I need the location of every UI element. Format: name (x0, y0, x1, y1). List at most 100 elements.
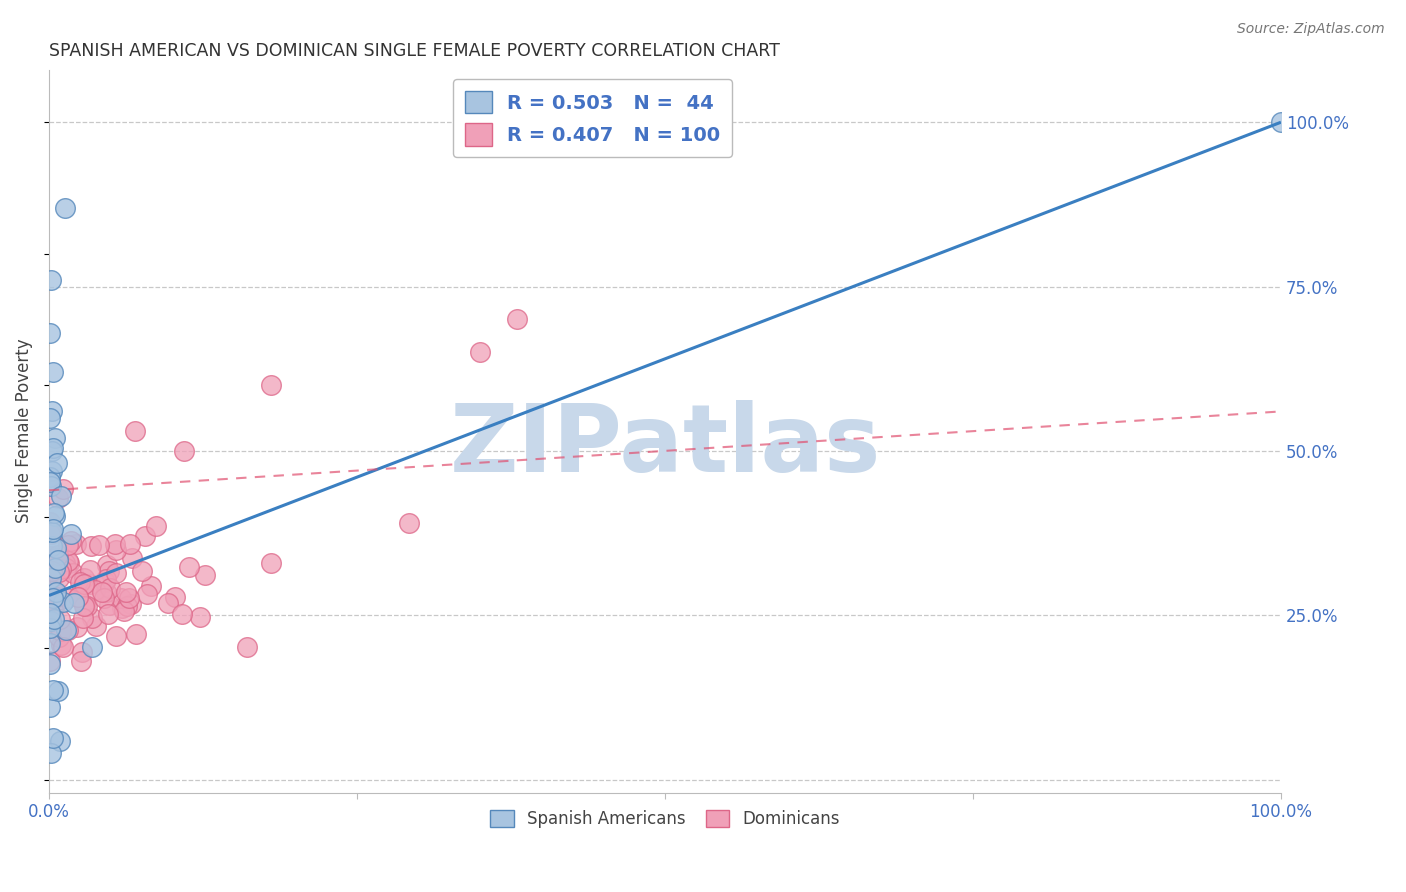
Point (115, 585, 138, 599)
Point (56, 623, 79, 637)
Point (73, 576, 96, 591)
Point (46, 548, 69, 562)
Point (93, 591, 115, 605)
Point (115, 599, 138, 614)
Point (39, 657, 62, 671)
Point (51, 638, 73, 652)
Point (84, 582, 107, 597)
Point (44, 612, 66, 626)
Point (53, 201, 76, 215)
Point (39, 607, 62, 621)
Point (105, 543, 128, 558)
Point (44, 431, 66, 445)
Point (52, 595, 75, 609)
Point (260, 556, 283, 570)
Point (69, 654, 91, 668)
Point (41, 404, 63, 418)
Point (39, 571, 62, 585)
Point (48, 630, 70, 644)
Point (42, 603, 65, 617)
Point (165, 590, 187, 604)
Point (39, 574, 62, 589)
Point (76, 599, 98, 613)
Point (56, 591, 79, 605)
Point (96, 558, 118, 572)
Point (118, 591, 141, 606)
Point (62, 566, 84, 581)
Point (44, 560, 66, 574)
Point (79, 563, 101, 577)
Point (173, 443, 195, 458)
Point (398, 516, 420, 530)
Point (49, 612, 72, 626)
Point (42, 591, 65, 605)
Point (120, 597, 142, 611)
Point (53, 556, 76, 570)
Point (170, 607, 193, 622)
Point (58, 538, 80, 552)
Point (73, 599, 96, 614)
Point (39, 526, 62, 541)
Point (39, 700, 62, 714)
Point (131, 565, 153, 579)
Point (44, 508, 66, 523)
Point (73, 571, 96, 585)
Point (80, 640, 103, 654)
Point (46, 553, 69, 567)
Point (45, 555, 67, 569)
Point (55, 561, 77, 575)
Point (39, 614, 62, 628)
Point (125, 627, 148, 641)
Point (97, 564, 120, 578)
Point (49, 734, 72, 748)
Point (42, 682, 65, 697)
Point (39, 746, 62, 760)
Point (66, 620, 89, 634)
Point (236, 640, 259, 655)
Point (52, 482, 75, 496)
Point (39, 515, 62, 529)
Point (135, 587, 157, 601)
Point (42, 522, 65, 536)
Point (98, 582, 121, 596)
Point (42, 596, 65, 610)
Point (66, 591, 89, 605)
Point (506, 312, 529, 326)
Point (94, 572, 117, 586)
Point (72, 610, 94, 624)
Point (39, 636, 62, 650)
Point (105, 566, 128, 580)
Point (41, 524, 63, 539)
Point (105, 629, 128, 643)
Point (39, 612, 62, 626)
Point (48, 571, 70, 585)
Point (65, 536, 87, 550)
Point (41, 539, 63, 553)
Point (124, 424, 146, 438)
Point (39, 470, 62, 484)
Point (188, 610, 211, 624)
Point (39, 654, 62, 668)
Point (39, 606, 62, 620)
Point (39, 411, 62, 425)
Point (51, 562, 73, 576)
Point (96, 585, 118, 599)
Point (104, 536, 127, 550)
Point (84, 619, 107, 633)
Point (46, 491, 69, 506)
Text: SPANISH AMERICAN VS DOMINICAN SINGLE FEMALE POVERTY CORRELATION CHART: SPANISH AMERICAN VS DOMINICAN SINGLE FEM… (49, 42, 780, 60)
Y-axis label: Single Female Poverty: Single Female Poverty (15, 339, 32, 524)
Point (79, 576, 101, 591)
Text: Source: ZipAtlas.com: Source: ZipAtlas.com (1237, 22, 1385, 37)
Point (1270, 115, 1292, 129)
Point (39, 621, 62, 635)
Point (45, 551, 67, 566)
Point (42, 506, 65, 520)
Point (90, 585, 112, 599)
Point (177, 559, 200, 574)
Point (112, 603, 135, 617)
Point (56, 554, 79, 568)
Point (194, 567, 217, 582)
Point (46, 456, 69, 470)
Point (470, 345, 492, 359)
